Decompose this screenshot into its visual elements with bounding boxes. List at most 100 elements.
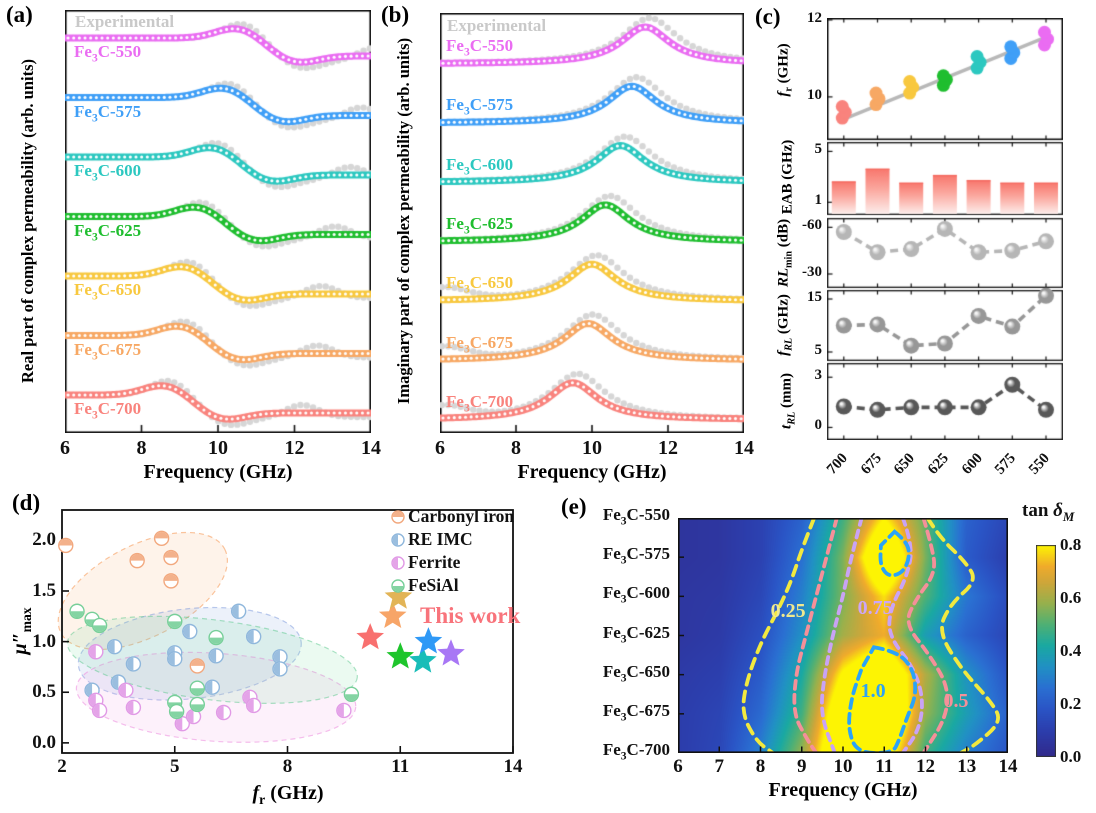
marker-half (168, 621, 182, 628)
marker-half (119, 683, 126, 697)
y-tick-label: 0.0 (32, 731, 56, 753)
y-tick-label: 5 (814, 141, 823, 158)
x-tick-label: 8 (282, 756, 293, 777)
marker-half (206, 680, 213, 694)
series-label: Fe3C-550 (74, 42, 142, 65)
marker-half (209, 649, 217, 663)
y-tick-label: 1 (814, 192, 823, 209)
this-work-star (356, 623, 384, 650)
panel-b-canvas (440, 13, 744, 433)
x-tick-label: 5 (170, 756, 180, 777)
marker-half (345, 694, 358, 701)
y-tick-label: -60 (802, 217, 822, 234)
y-tick-label: 0.5 (32, 681, 56, 703)
this-work-star (378, 601, 407, 628)
x-tick-label: 6 (673, 756, 683, 777)
category-label: 675 (857, 450, 885, 478)
x-tick-label: 10 (208, 437, 228, 459)
contour-0.25 (741, 518, 816, 753)
category-label: 600 (958, 450, 986, 478)
this-work-star (414, 627, 443, 654)
contour-0.5 (792, 518, 839, 753)
series-label: Fe3C-600 (74, 161, 142, 184)
x-tick-label: 12 (284, 437, 305, 459)
row-label: Fe3C-625 (602, 622, 670, 645)
panel-c-canvas (827, 18, 1063, 440)
heatmap-frame (678, 518, 1008, 753)
colorbar-tick-label: 0.2 (1060, 694, 1082, 713)
panel-b-ylabel: Imaginary part of complex permeability (… (394, 37, 413, 405)
marker-half (108, 640, 115, 653)
marker-half (273, 650, 280, 664)
this-work-label: This work (420, 603, 521, 628)
marker-half (392, 557, 398, 569)
series-label: Fe3C-575 (74, 101, 142, 124)
marker-half (209, 637, 223, 644)
colorbar-tick-label: 0.6 (1060, 588, 1082, 607)
y-tick-label: 5 (814, 341, 823, 358)
marker-half (93, 625, 106, 632)
series-label: Fe3C-700 (74, 399, 142, 422)
category-label: 575 (992, 450, 1020, 478)
panel-a-canvas (65, 10, 371, 433)
y-tick-label: 3 (814, 367, 823, 384)
row-label: Fe3C-700 (602, 740, 670, 763)
marker-half (70, 611, 84, 618)
contour-0.75 (820, 518, 864, 753)
colorbar-tick-label: 0.8 (1060, 535, 1082, 554)
x-tick-label: 6 (435, 437, 445, 459)
row-label: Fe3C-675 (602, 700, 670, 724)
series-label: Fe3C-650 (74, 280, 142, 303)
legend-item-label: FeSiAl (408, 575, 459, 595)
marker-half (93, 704, 100, 717)
x-tick-label: 10 (582, 437, 602, 459)
series-label: Fe3C-675 (446, 332, 514, 355)
this-work-star (384, 582, 413, 609)
contour-label: 0.75 (857, 597, 893, 620)
x-tick-label: 14 (503, 756, 523, 777)
contour-0.75 (887, 518, 924, 753)
series-label: Fe3C-700 (446, 391, 514, 415)
legend-item-label: RE IMC (408, 529, 473, 549)
marker-half (191, 688, 204, 695)
marker-half (89, 694, 96, 707)
marker-half (191, 659, 204, 666)
x-tick-label: 8 (136, 437, 147, 459)
x-tick-label: 6 (60, 437, 70, 459)
x-tick-label: 12 (658, 437, 678, 459)
marker-half (89, 645, 96, 659)
marker-half (392, 586, 404, 592)
y-tick-label: 2.0 (32, 529, 56, 551)
legend-item-label: Carbonyl iron (408, 506, 515, 526)
marker-half (217, 706, 224, 719)
this-work-star (409, 646, 437, 673)
series-label: Fe3C-625 (74, 220, 142, 243)
panel-d-tag: (d) (12, 490, 41, 515)
y-tick-label: 0 (814, 417, 823, 434)
x-tick-label: 14 (361, 437, 381, 459)
y-tick-label: 1.5 (32, 580, 56, 601)
x-tick-label: 13 (957, 756, 977, 777)
category-label: 650 (891, 450, 919, 478)
marker-half (247, 699, 254, 712)
x-tick-label: 10 (833, 756, 853, 777)
colorbar-canvas (1036, 545, 1056, 757)
x-tick-label: 14 (998, 756, 1018, 777)
marker-half (127, 701, 134, 714)
category-label: 625 (924, 450, 952, 478)
marker-half (112, 675, 119, 689)
panel-d-svg (57, 509, 514, 754)
marker-half (187, 710, 194, 723)
panel-a-xlabel: Frequency (GHz) (143, 461, 293, 483)
colorbar-tick-label: 0.4 (1060, 641, 1082, 660)
row-label: Fe3C-550 (602, 505, 670, 528)
row-label: Fe3C-600 (602, 583, 670, 606)
x-tick-label: 11 (875, 756, 894, 777)
this-work-star (386, 642, 414, 669)
marker-half (337, 704, 344, 717)
marker-half (175, 717, 183, 730)
colorbar-tick-label: 0.0 (1060, 747, 1082, 766)
marker-half (273, 662, 280, 676)
experimental-label-a: Experimental (75, 12, 175, 31)
